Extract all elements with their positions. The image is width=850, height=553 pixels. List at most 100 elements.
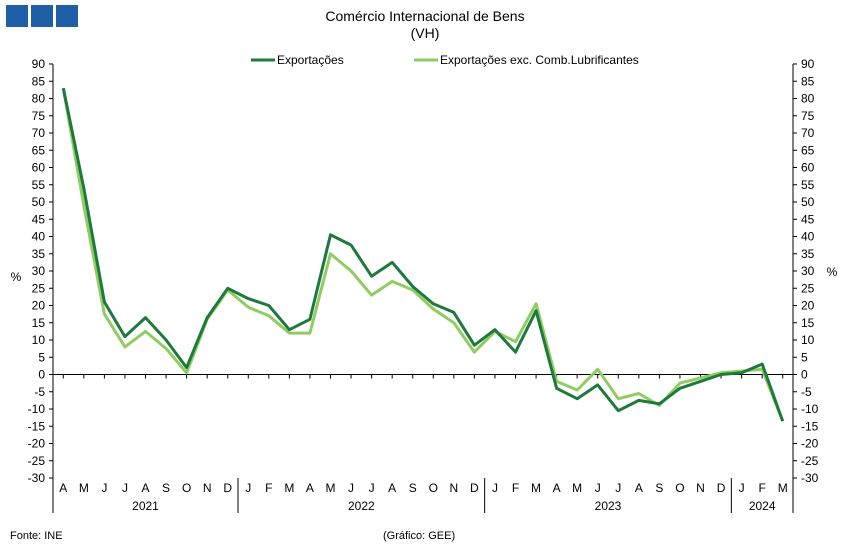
legend-label-0: Exportações — [277, 53, 344, 67]
y-tick-label-right: 35 — [801, 247, 815, 261]
logo-square-2 — [31, 5, 53, 27]
year-label: 2022 — [348, 499, 375, 513]
x-tick-label: F — [758, 481, 765, 495]
y-tick-label-right: 5 — [801, 350, 808, 364]
y-tick-label-left: 35 — [32, 247, 46, 261]
y-tick-label-left: 25 — [32, 281, 46, 295]
y-tick-label-left: -5 — [34, 385, 45, 399]
x-tick-label: N — [203, 481, 212, 495]
x-tick-label: S — [162, 481, 170, 495]
y-tick-label-right: 60 — [801, 161, 815, 175]
x-tick-label: F — [512, 481, 519, 495]
y-tick-label-right: -10 — [801, 402, 819, 416]
y-tick-label-left: -10 — [28, 402, 46, 416]
legend: Exportações Exportações exc. Comb.Lubrifi… — [251, 53, 639, 67]
y-tick-label-left: 45 — [32, 212, 46, 226]
y-tick-label-left: 85 — [32, 74, 46, 88]
series-line-exportacoes-exc-comb — [61, 87, 785, 422]
y-tick-label-right: 90 — [801, 57, 815, 71]
y-tick-label-left: -25 — [28, 454, 46, 468]
x-tick-label: O — [429, 481, 438, 495]
x-tick-label: N — [449, 481, 458, 495]
x-tick-label: A — [141, 481, 149, 495]
y-tick-label-right: 0 — [801, 368, 808, 382]
x-tick-label: A — [635, 481, 643, 495]
y-tick-label-right: 75 — [801, 109, 815, 123]
y-tick-label-left: 65 — [32, 143, 46, 157]
y-tick-label-left: 70 — [32, 126, 46, 140]
series-lines — [61, 87, 785, 422]
x-tick-label: M — [326, 481, 336, 495]
y-tick-label-left: 50 — [32, 195, 46, 209]
x-tick-label: J — [101, 481, 107, 495]
source-note: Fonte: INE — [10, 530, 63, 542]
year-label: 2023 — [595, 499, 622, 513]
year-label: 2021 — [132, 499, 159, 513]
x-tick-label: J — [348, 481, 354, 495]
y-tick-label-left: 60 — [32, 161, 46, 175]
x-tick-label: J — [369, 481, 375, 495]
x-tick-label: S — [655, 481, 663, 495]
x-tick-label: J — [615, 481, 621, 495]
x-tick-label: A — [306, 481, 314, 495]
x-tick-label: J — [595, 481, 601, 495]
x-tick-label: O — [675, 481, 684, 495]
y-axis-label-right: % — [827, 265, 838, 279]
y-tick-label-right: 40 — [801, 230, 815, 244]
y-tick-label-right: 15 — [801, 316, 815, 330]
chart-title: Comércio Internacional de Bens — [325, 8, 525, 24]
y-tick-label-right: 65 — [801, 143, 815, 157]
y-tick-label-left: 40 — [32, 230, 46, 244]
year-label: 2024 — [749, 499, 776, 513]
y-tick-label-left: 20 — [32, 299, 46, 313]
y-axis-label-left: % — [11, 270, 22, 284]
y-tick-label-left: 30 — [32, 264, 46, 278]
series-line-exportacoes — [61, 87, 785, 422]
y-tick-label-left: 15 — [32, 316, 46, 330]
x-tick-label: N — [696, 481, 705, 495]
y-tick-label-right: 45 — [801, 212, 815, 226]
y-tick-label-left: -15 — [28, 419, 46, 433]
x-tick-label: J — [245, 481, 251, 495]
x-tick-label: S — [409, 481, 417, 495]
y-tick-label-right: -25 — [801, 454, 819, 468]
x-tick-label: M — [778, 481, 788, 495]
legend-label-1: Exportações exc. Comb.Lubrificantes — [440, 53, 639, 67]
chart-subtitle: (VH) — [410, 25, 440, 41]
y-tick-label-right: 25 — [801, 281, 815, 295]
y-tick-label-left: 10 — [32, 333, 46, 347]
x-tick-label: J — [122, 481, 128, 495]
logo-square-3 — [56, 5, 78, 27]
y-tick-label-right: 80 — [801, 92, 815, 106]
x-tick-label: M — [531, 481, 541, 495]
x-tick-label: M — [79, 481, 89, 495]
x-tick-label: M — [284, 481, 294, 495]
x-tick-label: D — [717, 481, 726, 495]
y-tick-label-left: 80 — [32, 92, 46, 106]
x-tick-label: A — [388, 481, 396, 495]
x-tick-label: F — [265, 481, 272, 495]
x-tick-label: M — [572, 481, 582, 495]
y-tick-label-right: 30 — [801, 264, 815, 278]
y-tick-label-right: 20 — [801, 299, 815, 313]
y-tick-label-right: -20 — [801, 437, 819, 451]
y-tick-label-right: 55 — [801, 178, 815, 192]
y-tick-label-right: -30 — [801, 471, 819, 485]
x-tick-label: A — [59, 481, 67, 495]
y-tick-label-right: 50 — [801, 195, 815, 209]
y-tick-label-left: -20 — [28, 437, 46, 451]
y-tick-label-left: 75 — [32, 109, 46, 123]
credit-note: (Gráfico: GEE) — [383, 530, 456, 542]
x-tick-label: A — [553, 481, 561, 495]
y-tick-label-right: 85 — [801, 74, 815, 88]
x-tick-label: D — [470, 481, 479, 495]
y-tick-label-right: 70 — [801, 126, 815, 140]
logo-square-1 — [6, 5, 28, 27]
y-tick-label-right: 10 — [801, 333, 815, 347]
y-tick-label-left: -30 — [28, 471, 46, 485]
x-tick-label: D — [223, 481, 232, 495]
y-tick-label-right: -15 — [801, 419, 819, 433]
y-tick-label-left: 55 — [32, 178, 46, 192]
